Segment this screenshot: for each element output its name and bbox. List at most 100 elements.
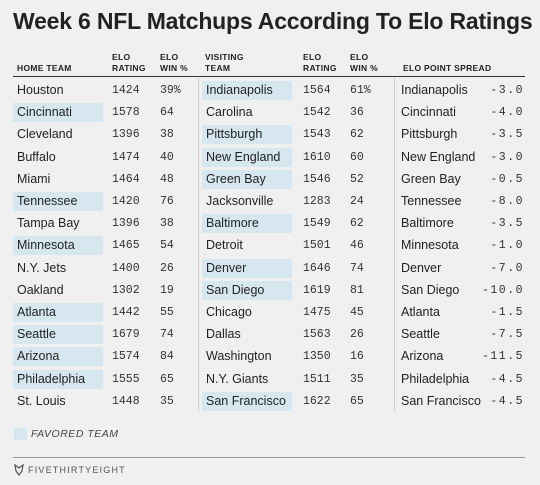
- home-elo-win: 38: [160, 128, 174, 142]
- home-team: Cincinnati: [13, 103, 103, 123]
- spread-team: Baltimore: [401, 216, 454, 231]
- spread-team: New England: [401, 149, 476, 164]
- visiting-team: Baltimore: [202, 214, 292, 234]
- elo-point-spread-value: -4.0: [490, 106, 524, 120]
- home-elo-win: 26: [160, 261, 174, 275]
- visit-elo-rating: 1501: [303, 239, 331, 253]
- visit-elo-win: 36: [350, 106, 364, 120]
- home-elo-rating: 1464: [112, 172, 140, 186]
- visit-elo-win: 46: [350, 239, 364, 253]
- visit-elo-rating: 1543: [303, 128, 331, 142]
- home-elo-win: 84: [160, 350, 174, 364]
- home-elo-win: 74: [160, 328, 174, 342]
- visit-elo-win: 26: [350, 328, 364, 342]
- visit-elo-win: 35: [350, 372, 364, 386]
- spread-team: Cincinnati: [401, 105, 456, 120]
- home-elo-rating: 1448: [112, 394, 140, 408]
- home-team: St. Louis: [17, 393, 66, 408]
- visit-elo-rating: 1283: [303, 195, 331, 208]
- home-team: Seattle: [13, 325, 103, 345]
- elo-point-spread-value: -4.5: [490, 394, 524, 408]
- visit-elo-win: 74: [350, 261, 364, 275]
- column-divider-spread: [394, 78, 395, 411]
- home-elo-rating: 1396: [112, 217, 140, 231]
- spread-team: Atlanta: [401, 305, 440, 319]
- elo-point-spread-value: -8.0: [490, 195, 524, 208]
- home-elo-win: 76: [160, 195, 174, 208]
- elo-point-spread-value: -7.0: [490, 261, 524, 275]
- visiting-team: Dallas: [206, 327, 241, 342]
- spread-team: Seattle: [401, 327, 440, 342]
- visiting-team: San Francisco: [202, 391, 292, 411]
- header-visiting-team: VISITING TEAM: [205, 52, 244, 73]
- visit-elo-rating: 1610: [303, 150, 331, 164]
- visit-elo-rating: 1475: [303, 306, 331, 319]
- visit-elo-win: 16: [350, 350, 364, 364]
- column-divider-visit: [198, 78, 199, 411]
- spread-team: Indianapolis: [401, 83, 468, 97]
- home-elo-win: 55: [160, 306, 174, 319]
- elo-point-spread-value: -4.5: [490, 372, 524, 386]
- home-elo-win: 38: [160, 217, 174, 231]
- home-elo-rating: 1679: [112, 328, 140, 342]
- home-team: Oakland: [17, 282, 64, 297]
- home-team: Philadelphia: [13, 369, 103, 389]
- home-elo-rating: 1442: [112, 306, 140, 319]
- home-elo-rating: 1578: [112, 106, 140, 120]
- spread-team: Green Bay: [401, 171, 461, 186]
- header-visit-elo-rating: ELO RATING: [303, 52, 337, 73]
- home-elo-win: 65: [160, 372, 174, 386]
- footer-brand: FIVETHIRTYEIGHT: [28, 465, 126, 475]
- visiting-team: Jacksonville: [206, 194, 274, 208]
- home-elo-win: 19: [160, 283, 174, 297]
- home-team: Miami: [17, 171, 51, 186]
- spread-team: Tennessee: [401, 194, 462, 208]
- elo-point-spread-value: -7.5: [490, 328, 524, 342]
- spread-team: Arizona: [401, 349, 444, 364]
- spread-team: Philadelphia: [401, 371, 470, 386]
- visit-elo-rating: 1350: [303, 350, 331, 364]
- home-team: N.Y. Jets: [17, 260, 67, 275]
- visit-elo-rating: 1549: [303, 217, 331, 231]
- visiting-team: N.Y. Giants: [206, 371, 269, 386]
- header-rule: [13, 76, 525, 77]
- home-elo-rating: 1400: [112, 261, 140, 275]
- legend-favored-label: FAVORED TEAM: [31, 428, 119, 440]
- header-visit-elo-win: ELO WIN %: [350, 52, 378, 73]
- header-home-elo-rating: ELO RATING: [112, 52, 146, 73]
- visit-elo-win: 61%: [350, 84, 371, 97]
- header-home-elo-win: ELO WIN %: [160, 52, 188, 73]
- elo-point-spread-value: -11.5: [481, 350, 524, 364]
- home-elo-rating: 1555: [112, 372, 140, 386]
- home-team: Atlanta: [13, 303, 103, 322]
- elo-point-spread-value: -1.0: [490, 239, 524, 253]
- footer-rule: [13, 457, 525, 458]
- home-elo-win: 54: [160, 239, 174, 253]
- home-elo-rating: 1574: [112, 350, 140, 364]
- home-team: Arizona: [13, 347, 103, 367]
- visiting-team: Pittsburgh: [202, 125, 292, 145]
- visit-elo-rating: 1563: [303, 328, 331, 342]
- visit-elo-rating: 1511: [303, 372, 331, 386]
- fivethirtyeight-fox-icon: [14, 464, 24, 476]
- elo-point-spread-value: -3.5: [490, 128, 524, 142]
- visiting-team: Detroit: [206, 238, 243, 253]
- home-team: Minnesota: [13, 236, 103, 256]
- spread-team: San Francisco: [401, 393, 481, 408]
- visit-elo-win: 60: [350, 150, 364, 164]
- elo-point-spread-value: -1.5: [490, 306, 524, 319]
- home-team: Buffalo: [17, 149, 56, 164]
- home-elo-win: 48: [160, 172, 174, 186]
- spread-team: San Diego: [401, 282, 460, 297]
- spread-team: Denver: [401, 260, 442, 275]
- spread-team: Minnesota: [401, 238, 459, 253]
- spread-team: Pittsburgh: [401, 127, 458, 142]
- visit-elo-win: 62: [350, 217, 364, 231]
- home-team: Houston: [17, 83, 64, 97]
- home-team: Cleveland: [17, 127, 73, 142]
- visit-elo-win: 24: [350, 195, 364, 208]
- home-elo-rating: 1465: [112, 239, 140, 253]
- visit-elo-rating: 1542: [303, 106, 331, 120]
- visiting-team: New England: [202, 147, 292, 167]
- visit-elo-win: 65: [350, 394, 364, 408]
